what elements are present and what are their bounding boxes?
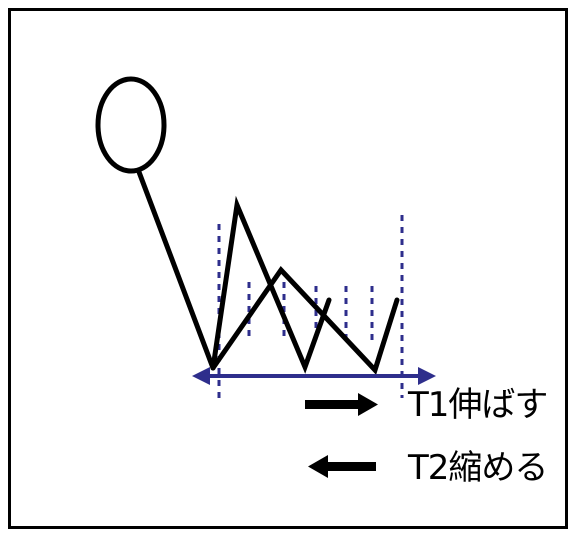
legend-row-shrink: T2縮める	[308, 448, 548, 488]
legend-label-extend: T1伸ばす	[407, 385, 547, 425]
arrow-left-icon	[308, 455, 376, 478]
circle-head-icon	[95, 76, 167, 174]
arrowhead-left	[192, 367, 210, 385]
legend-row-extend: T1伸ばす	[305, 385, 548, 425]
body-line	[136, 169, 216, 371]
legend-label-shrink: T2縮める	[407, 448, 547, 488]
range-arrow	[192, 367, 436, 385]
diagram-frame	[8, 8, 568, 529]
arrow-right-icon	[305, 393, 378, 416]
zigzag-small	[210, 266, 400, 375]
arrowhead-right	[418, 367, 436, 385]
